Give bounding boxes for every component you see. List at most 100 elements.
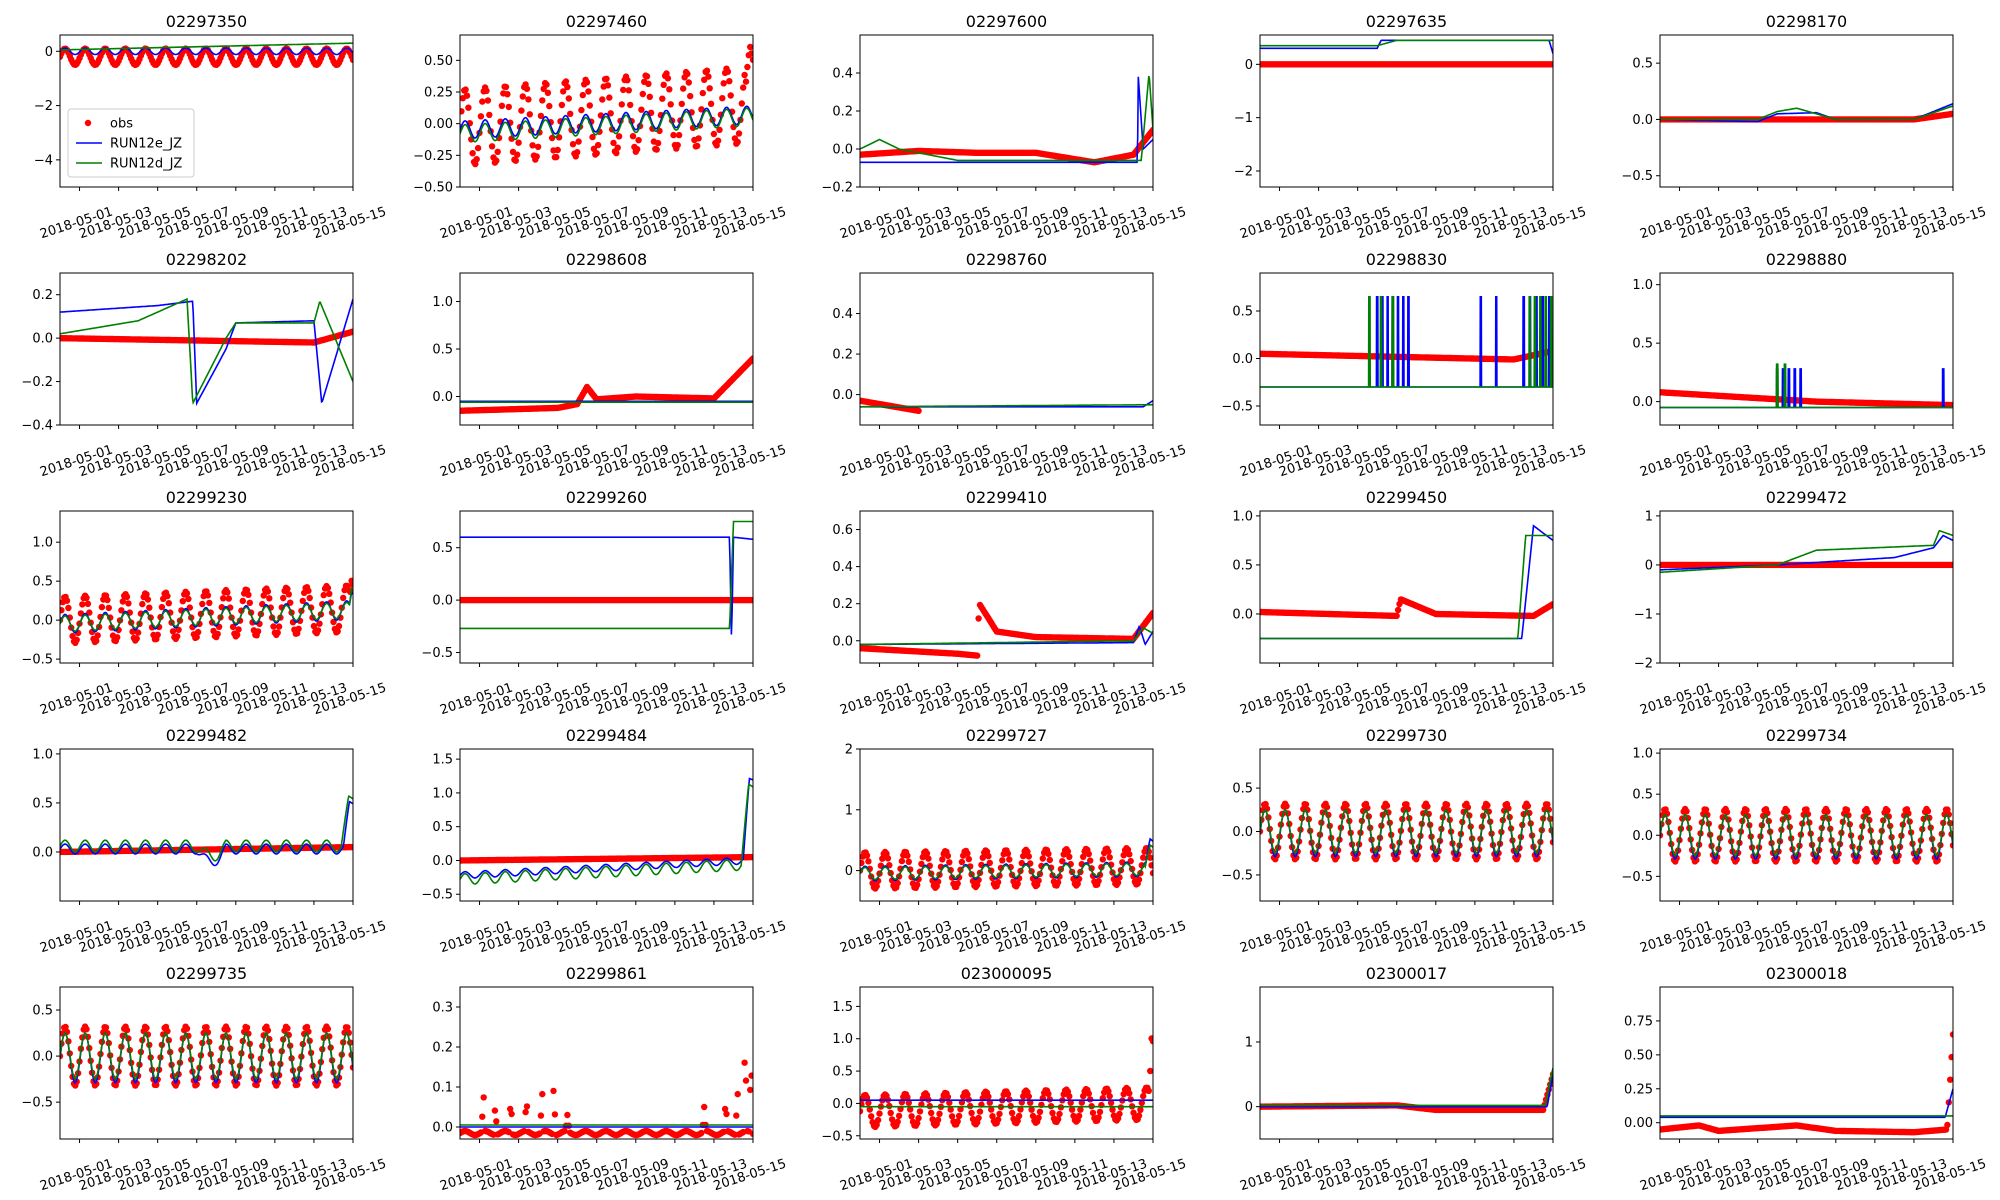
obs-point xyxy=(183,590,191,597)
panel-02297600: 02297600−0.20.00.20.42018-05-012018-05-0… xyxy=(821,12,1188,242)
y-tick-label: 0 xyxy=(845,864,853,879)
obs-point xyxy=(663,70,670,77)
obs-point xyxy=(664,75,672,82)
obs-point xyxy=(1393,612,1400,620)
obs-point xyxy=(529,142,536,149)
y-tick-label: 0.5 xyxy=(1232,782,1253,797)
obs-point xyxy=(344,1024,351,1031)
obs-point xyxy=(119,598,127,605)
y-tick-label: −1 xyxy=(1234,111,1253,126)
obs-point xyxy=(707,100,715,108)
series-RUN12e_JZ xyxy=(1260,296,1553,388)
series-obs xyxy=(60,45,353,69)
obs-point xyxy=(925,855,932,862)
axes-frame xyxy=(1259,748,1554,902)
obs-point xyxy=(1045,850,1052,857)
y-tick-label: 0.2 xyxy=(832,597,853,612)
obs-point xyxy=(1099,856,1107,863)
x-tick-label: 2018-05-15 xyxy=(1112,919,1188,957)
obs-point xyxy=(220,595,227,602)
obs-point xyxy=(86,609,93,616)
y-tick-label: 0.0 xyxy=(432,594,453,609)
obs-point xyxy=(614,144,621,151)
panel-02299450: 022994500.00.51.02018-05-012018-05-03201… xyxy=(1232,488,1588,718)
obs-point xyxy=(186,604,193,611)
obs-point xyxy=(79,601,86,608)
y-tick-label: 1.0 xyxy=(1232,509,1253,524)
obs-point xyxy=(954,880,961,887)
obs-point xyxy=(480,1094,487,1101)
obs-point xyxy=(979,854,986,861)
y-tick-label: 0.5 xyxy=(1632,57,1653,72)
obs-point xyxy=(174,633,181,640)
obs-point xyxy=(639,90,646,98)
y-tick-label: 0.0 xyxy=(1632,113,1653,128)
panel-title: 02299482 xyxy=(166,726,247,745)
y-tick-label: 0.0 xyxy=(1632,829,1653,844)
panel-title: 02298760 xyxy=(966,250,1047,269)
obs-point xyxy=(469,150,476,157)
obs-point xyxy=(749,355,753,362)
panel-title: 02298170 xyxy=(1766,12,1847,31)
series-RUN12e_JZ xyxy=(460,536,753,635)
obs-point xyxy=(206,599,213,607)
axes-frame xyxy=(459,510,754,664)
obs-point xyxy=(123,1026,131,1034)
y-tick-label: 0.5 xyxy=(1232,558,1253,573)
y-tick-label: −0.5 xyxy=(421,888,453,903)
obs-point xyxy=(1066,853,1073,860)
panel-title: 02299230 xyxy=(166,488,247,507)
obs-point xyxy=(488,143,496,150)
obs-point xyxy=(1424,803,1431,810)
x-tick-label: 2018-05-15 xyxy=(1112,205,1188,243)
obs-point xyxy=(749,56,753,64)
obs-point xyxy=(944,852,952,860)
y-tick-label: 0.2 xyxy=(832,105,853,120)
obs-point xyxy=(1323,803,1331,811)
obs-point xyxy=(537,112,545,120)
series-RUN12e_JZ xyxy=(60,47,353,56)
x-tick-label: 2018-05-15 xyxy=(1112,681,1188,719)
obs-point xyxy=(73,636,80,643)
obs-point xyxy=(194,628,202,636)
plot-area xyxy=(460,520,753,635)
y-tick-label: 0.4 xyxy=(832,67,853,82)
axes-frame xyxy=(859,510,1154,664)
obs-point xyxy=(463,92,471,99)
y-tick-label: −0.2 xyxy=(21,375,53,390)
obs-point xyxy=(515,139,522,146)
obs-point xyxy=(114,634,121,641)
obs-point xyxy=(1683,808,1690,815)
y-tick-label: −0.25 xyxy=(413,149,453,164)
obs-point xyxy=(264,588,272,595)
obs-point xyxy=(474,144,482,152)
obs-point xyxy=(239,597,246,605)
obs-point xyxy=(618,101,625,108)
y-tick-label: 0 xyxy=(1245,58,1253,73)
obs-point xyxy=(330,618,337,626)
obs-point xyxy=(898,857,906,865)
obs-point xyxy=(105,604,113,612)
axes-frame xyxy=(859,748,1154,902)
obs-point xyxy=(158,603,166,611)
x-tick-label: 2018-05-15 xyxy=(712,443,788,481)
obs-point xyxy=(724,68,732,75)
y-tick-label: 0.5 xyxy=(32,575,53,590)
panel-02299735: 02299735−0.50.00.52018-05-012018-05-0320… xyxy=(21,964,388,1194)
panel-02299734: 02299734−0.50.00.51.02018-05-012018-05-0… xyxy=(1621,726,1988,956)
obs-point xyxy=(607,110,614,117)
obs-point xyxy=(625,87,632,94)
panel-title: 02299472 xyxy=(1766,488,1847,507)
legend-label: obs xyxy=(110,117,133,132)
obs-point xyxy=(553,153,560,161)
series-RUN12d_JZ xyxy=(60,297,353,406)
obs-point xyxy=(687,92,694,100)
series-RUN12e_JZ xyxy=(60,800,353,867)
obs-point xyxy=(569,141,577,148)
plot-area xyxy=(1260,524,1553,640)
plot-area xyxy=(1660,529,1953,574)
obs-point xyxy=(727,92,734,99)
obs-point xyxy=(564,1111,571,1119)
obs-point xyxy=(1024,848,1031,855)
plot-area xyxy=(860,75,1153,166)
